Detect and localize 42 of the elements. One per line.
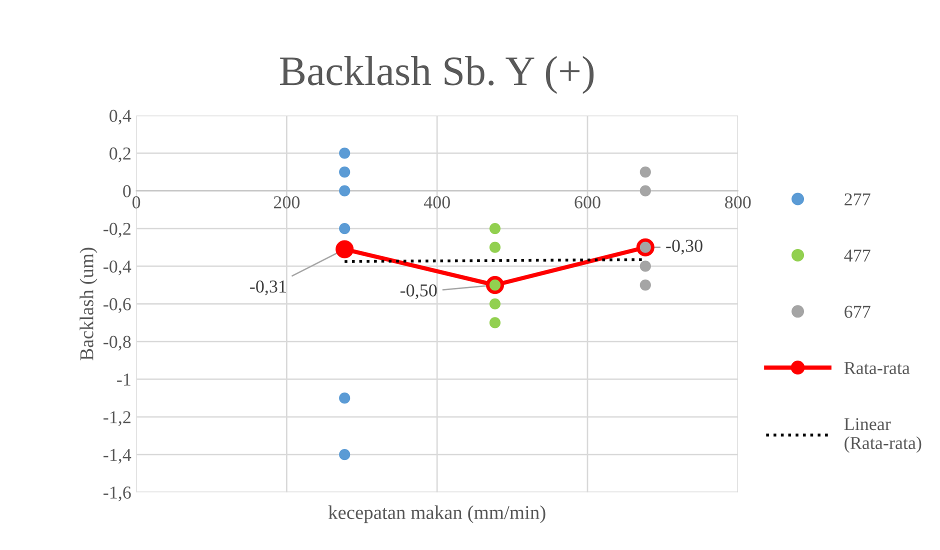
legend-label: 677 (844, 306, 870, 318)
x-tick-label: 800 (725, 196, 751, 208)
y-tick-label: -0,6 (104, 298, 131, 313)
legend-label: Linear (Rata-rata) (844, 418, 922, 453)
point (640, 279, 651, 291)
data-label: -0,50 (400, 284, 437, 300)
y-tick-label: -1 (117, 374, 130, 386)
x-tick-label: 400 (424, 196, 450, 208)
point (489, 242, 501, 253)
y-tick-label: 0,2 (110, 147, 130, 162)
data-label: -0,31 (250, 280, 286, 296)
chart-title: Backlash Sb. Y (+) (280, 56, 594, 94)
legend-label: Rata-rata (844, 362, 910, 374)
y-tick-label: -1,4 (104, 448, 132, 464)
point (339, 392, 350, 404)
point (640, 260, 651, 272)
point (339, 185, 350, 196)
x-tick-label: 600 (574, 196, 600, 208)
y-tick-label: 0,4 (110, 110, 132, 125)
y-axis-title: Backlash (um) (80, 248, 98, 360)
y-tick-label: -1,6 (104, 486, 131, 502)
y-tick-label: 0 (123, 185, 131, 198)
x-axis-title: kecepatan makan (mm/min) (328, 505, 546, 524)
point (489, 222, 501, 234)
y-tick-label: -0,4 (104, 260, 132, 276)
point (339, 222, 350, 234)
point (339, 166, 350, 178)
y-tick-label: -0,2 (104, 222, 130, 238)
point (339, 148, 350, 159)
point (640, 166, 651, 178)
point (489, 298, 501, 310)
y-tick-label: -0,8 (104, 336, 131, 351)
legend-label: 277 (844, 193, 870, 206)
point (640, 185, 651, 196)
data-label: -0,30 (666, 240, 702, 254)
x-tick-label: 200 (274, 196, 300, 208)
y-tick-label: -1,2 (104, 411, 130, 426)
point (336, 240, 354, 258)
legend-label: 477 (844, 250, 870, 262)
x-tick-label: 0 (132, 196, 140, 208)
point (339, 449, 350, 460)
point (489, 317, 501, 328)
